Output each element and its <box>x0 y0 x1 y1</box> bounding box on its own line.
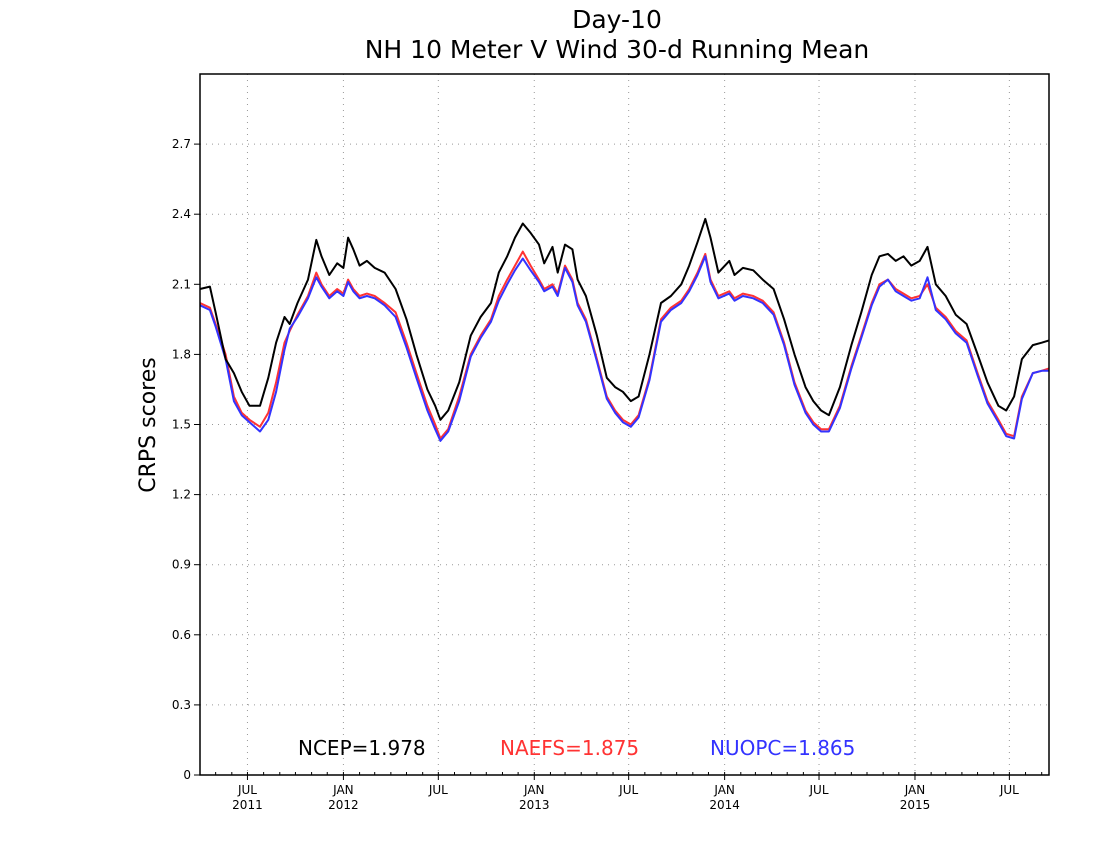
legend-ncep: NCEP=1.978 <box>298 736 426 760</box>
series-line-nuopc <box>199 255 1049 442</box>
x-tick-label-year: 2013 <box>519 798 550 812</box>
y-tick-label: 0.3 <box>172 698 191 712</box>
y-axis-label: CRPS scores <box>136 357 161 492</box>
legend-naefs: NAEFS=1.875 <box>500 736 639 760</box>
y-tick-label: 2.1 <box>172 277 191 291</box>
y-tick-label: 1.2 <box>172 488 191 502</box>
x-tick-label-month: JUL <box>809 783 829 797</box>
legend: NCEP=1.978 NAEFS=1.875 NUOPC=1.865 <box>298 736 855 760</box>
x-tick-label-month: JAN <box>904 783 926 797</box>
y-tick-label: 0.9 <box>172 558 191 572</box>
x-tick-label-month: JUL <box>999 783 1019 797</box>
y-tick-label: 2.4 <box>172 207 191 221</box>
y-tick-label: 0.6 <box>172 628 191 642</box>
x-tick-label-year: 2015 <box>900 798 931 812</box>
legend-nuopc: NUOPC=1.865 <box>710 736 855 760</box>
x-tick-label-year: 2012 <box>328 798 359 812</box>
x-tick-label-month: JAN <box>523 783 545 797</box>
y-tick-label: 2.7 <box>172 137 191 151</box>
gridlines <box>200 74 1049 775</box>
y-tick-label: 1.5 <box>172 418 191 432</box>
x-tick-label-month: JUL <box>428 783 448 797</box>
chart-title: Day-10 <box>572 5 662 34</box>
y-axis: 0 0.3 0.6 0.9 1.2 1.5 1.8 2.1 2.4 2.7 <box>172 137 200 782</box>
y-tick-label: 0 <box>183 768 191 782</box>
x-tick-label-month: JAN <box>713 783 735 797</box>
y-tick-label: 1.8 <box>172 347 191 361</box>
chart-subtitle: NH 10 Meter V Wind 30-d Running Mean <box>365 35 870 64</box>
series-lines <box>199 217 1050 442</box>
x-tick-label-month: JAN <box>332 783 354 797</box>
x-tick-label-year: 2011 <box>232 798 263 812</box>
plot-frame <box>199 73 1050 776</box>
series-line-ncep <box>199 217 1050 421</box>
x-tick-label-year: 2014 <box>709 798 740 812</box>
series-line-naefs <box>199 250 1050 440</box>
x-tick-label-month: JUL <box>618 783 638 797</box>
x-tick-label-month: JUL <box>237 783 257 797</box>
